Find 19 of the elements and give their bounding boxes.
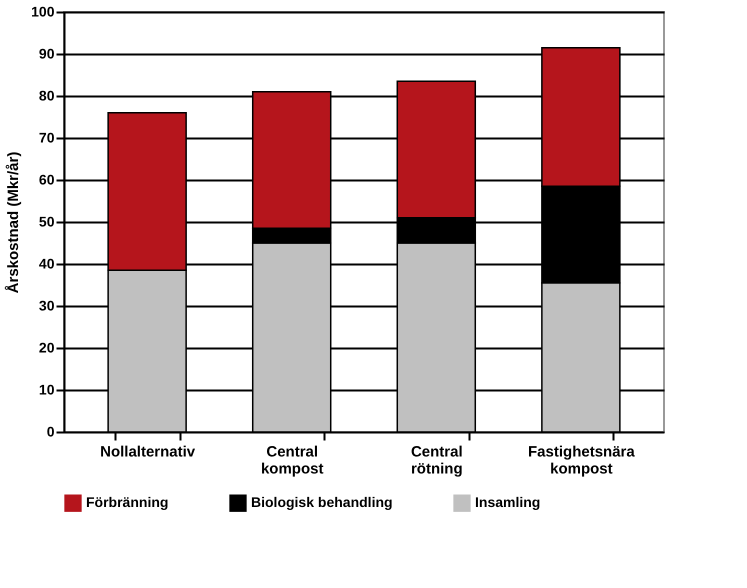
- y-tick-label: 50: [38, 214, 55, 230]
- y-axis-title: Årskostnad (Mkr/år): [4, 152, 22, 294]
- y-tick-label: 70: [38, 130, 55, 146]
- y-tick-label: 90: [38, 46, 55, 62]
- legend-label: Biologisk behandling: [251, 494, 393, 510]
- x-tick-label: Fastighetsnära kompost: [528, 444, 636, 478]
- legend-label: Förbränning: [86, 494, 168, 510]
- x-tick-label: Nollalternativ: [100, 444, 196, 460]
- legend-label: Insamling: [475, 494, 540, 510]
- y-tick-label: 0: [46, 424, 55, 440]
- x-tick-label: Central rötning: [410, 444, 463, 478]
- y-tick-label: 100: [31, 4, 55, 20]
- y-tick-label: 30: [38, 298, 55, 314]
- y-tick-label: 40: [38, 256, 55, 272]
- y-tick-label: 20: [38, 340, 55, 356]
- y-tick-label: 60: [38, 172, 55, 188]
- y-tick-label: 10: [38, 382, 55, 398]
- x-tick-label: Central kompost: [260, 444, 324, 478]
- y-tick-label: 80: [38, 88, 55, 104]
